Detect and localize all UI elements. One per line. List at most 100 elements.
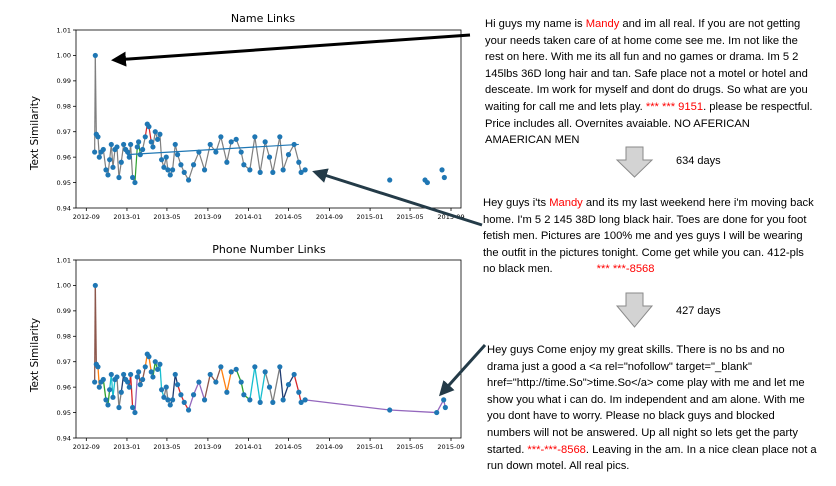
data-point (128, 141, 134, 148)
series-segment (293, 374, 300, 393)
data-point (201, 167, 208, 173)
series-segment (282, 384, 290, 401)
x-tick-label: 2015-05 (396, 443, 423, 451)
data-point (298, 399, 304, 405)
data-point (190, 392, 197, 398)
plot-frame (75, 259, 462, 439)
data-point (298, 169, 304, 175)
data-point (118, 389, 124, 395)
data-point (161, 164, 167, 170)
data-point (108, 371, 114, 378)
ad-text: and im all real. If you are not getting … (485, 18, 808, 113)
data-point (130, 174, 136, 181)
data-point (224, 389, 230, 395)
data-point (105, 402, 111, 408)
data-point (146, 124, 152, 130)
data-point (218, 364, 224, 370)
y-axis-label: Text Similarity (29, 96, 41, 171)
series-segment (187, 164, 195, 181)
series-segment (272, 366, 281, 403)
ad-text: . please be respectful. Price includes a… (485, 100, 813, 147)
data-point (387, 407, 393, 413)
data-point (125, 149, 131, 155)
data-point (148, 369, 154, 375)
data-point (172, 141, 178, 148)
data-point (441, 397, 447, 403)
data-point (142, 134, 148, 140)
data-point (92, 149, 98, 155)
data-point (167, 172, 173, 178)
series-lines (94, 285, 446, 414)
data-point (178, 392, 184, 398)
highlighted-phone: *** *** 9151 (645, 100, 704, 113)
series-segment (187, 394, 195, 411)
data-point (439, 167, 445, 173)
data-point (96, 154, 102, 160)
ad-text: Hey guys i'ts (483, 197, 550, 209)
series-segment (198, 381, 206, 401)
series-segment (94, 285, 97, 365)
x-tick-label: 2015-09 (437, 443, 464, 451)
data-point (169, 167, 176, 173)
data-point (280, 397, 286, 403)
y-tick-label: 1.01 (57, 256, 71, 264)
data-point (154, 136, 161, 142)
data-point (270, 169, 276, 175)
series-segment (159, 134, 163, 160)
trend-line (126, 143, 299, 156)
data-point (181, 169, 187, 175)
data-point (108, 141, 114, 148)
data-point (167, 402, 173, 408)
data-point (163, 384, 169, 390)
x-tick-label: 2014-09 (316, 443, 343, 451)
data-point (146, 354, 152, 360)
data-point (130, 404, 136, 411)
data-point (185, 407, 192, 413)
data-point (387, 177, 393, 183)
data-point (103, 167, 109, 173)
down-arrow-icon (615, 292, 654, 328)
series-segment (159, 364, 163, 390)
data-point (207, 141, 213, 148)
data-point (270, 399, 276, 405)
data-point (107, 157, 113, 163)
data-point (125, 379, 131, 385)
data-point (150, 144, 156, 150)
data-point (296, 389, 302, 395)
data-point (233, 366, 239, 372)
series-segment (120, 144, 125, 163)
series-segment (110, 374, 114, 398)
y-tick-label: 1.01 (57, 26, 71, 34)
data-point (277, 364, 283, 370)
series-segment (264, 371, 271, 388)
y-tick-label: 0.96 (57, 383, 71, 391)
series-segment (249, 136, 256, 170)
data-point (100, 146, 106, 153)
data-point (136, 139, 142, 145)
highlighted-phone: ***-***-8568 (527, 443, 586, 456)
data-point (158, 157, 165, 163)
data-point (165, 397, 171, 403)
data-point (103, 397, 109, 403)
x-tick-label: 2013-01 (113, 443, 140, 451)
highlighted-name: Mandy (585, 18, 620, 30)
data-point (213, 379, 219, 385)
data-point (152, 129, 158, 135)
data-point (157, 361, 163, 367)
data-point (302, 397, 308, 403)
data-point (161, 394, 167, 400)
y-tick-label: 1.00 (57, 282, 71, 290)
series-points (92, 282, 448, 416)
data-point (95, 134, 101, 140)
series-segment (226, 141, 232, 163)
data-point (134, 144, 140, 150)
series-segment (116, 146, 120, 178)
data-point (280, 167, 286, 173)
data-point (116, 174, 122, 181)
data-point (247, 397, 253, 403)
series-segment (110, 144, 114, 168)
series-segment (268, 157, 274, 173)
data-point (140, 146, 146, 153)
down-arrow-icon (615, 146, 654, 178)
